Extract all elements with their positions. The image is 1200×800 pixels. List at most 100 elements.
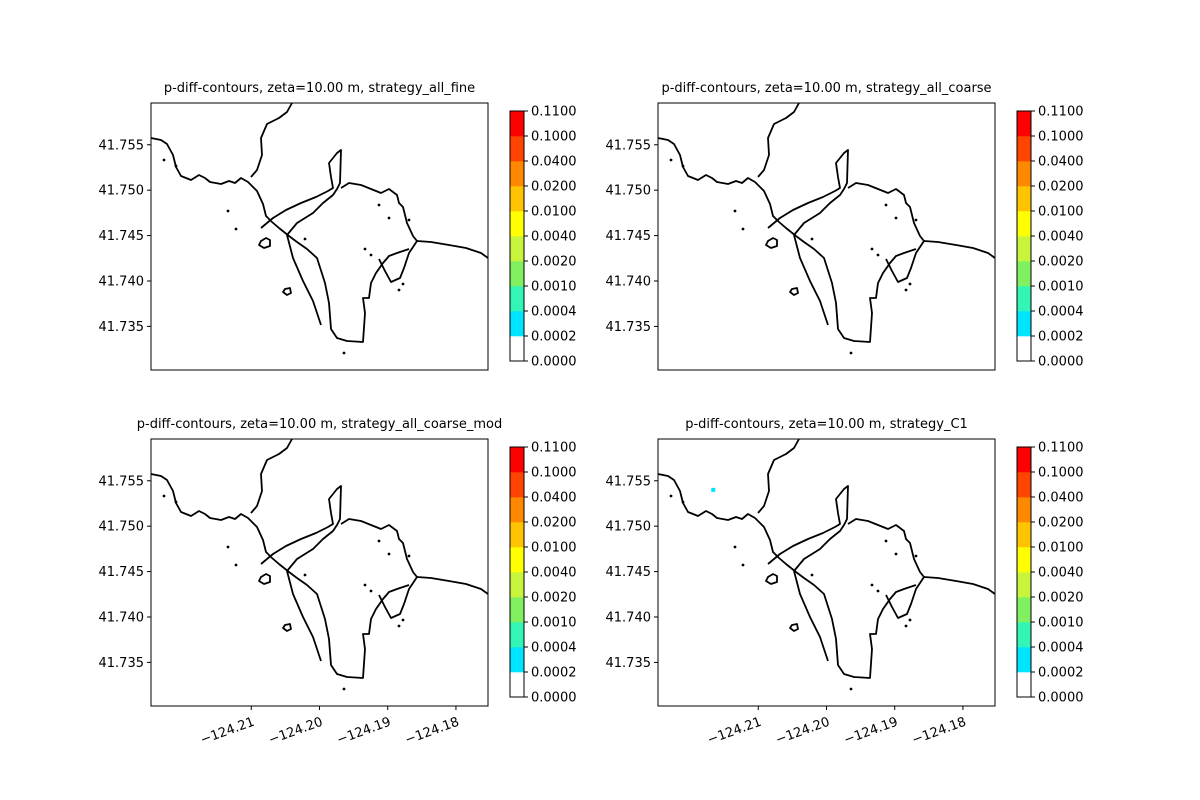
islet-marker	[303, 237, 307, 241]
islet-marker	[162, 158, 166, 162]
y-tick-label: 41.745	[99, 565, 145, 580]
islet-marker	[401, 618, 405, 622]
islet-marker	[876, 253, 880, 257]
colorbar-tick-label: 0.0100	[1038, 205, 1084, 220]
x-tick-label: −124.18	[910, 715, 968, 748]
colorbar-tick-label: 0.0000	[1038, 691, 1084, 706]
islet-marker	[342, 351, 346, 355]
coastline-path	[260, 149, 342, 326]
coastline-path	[923, 576, 996, 595]
islet-marker	[681, 500, 685, 504]
coastline-path	[282, 287, 292, 296]
islet-marker	[369, 253, 373, 257]
colorbar-segment	[510, 161, 524, 187]
islet-marker	[377, 539, 381, 543]
coastline	[150, 438, 489, 691]
islet-marker	[226, 209, 230, 213]
axes-frame	[657, 438, 996, 707]
colorbar-segment	[510, 236, 524, 262]
colorbar-segment	[510, 547, 524, 573]
islet-marker	[904, 624, 908, 628]
x-tick-label: −124.18	[403, 715, 461, 748]
colorbar-tick-label: 0.0000	[531, 355, 577, 370]
islet-marker	[884, 539, 888, 543]
islet-marker	[741, 563, 745, 567]
y-tick-label: 41.740	[99, 275, 145, 290]
coastline-path	[416, 240, 489, 259]
colorbar-tick-label: 0.0200	[531, 180, 577, 195]
colorbar-tick-label: 0.0040	[1038, 230, 1084, 245]
axes-frame	[150, 102, 489, 371]
coastline-path	[847, 182, 925, 283]
islet-marker	[226, 545, 230, 549]
x-tick-label: −124.21	[199, 715, 257, 748]
colorbar-segment	[1017, 211, 1031, 237]
colorbar-segment	[510, 522, 524, 548]
y-tick-label: 41.745	[606, 565, 652, 580]
islet-marker	[397, 624, 401, 628]
coastline	[657, 102, 996, 355]
colorbar-segment	[510, 186, 524, 212]
y-tick-label: 41.750	[99, 520, 145, 535]
islet-marker	[397, 288, 401, 292]
colorbar-segment	[1017, 311, 1031, 337]
coastline-path	[789, 287, 799, 296]
coastline-path	[789, 623, 799, 632]
x-tick-label: −124.19	[335, 715, 393, 748]
y-tick-label: 41.735	[606, 656, 652, 671]
islet-marker	[914, 218, 918, 222]
colorbar-segment	[1017, 497, 1031, 523]
coastline-path	[847, 518, 925, 619]
islet-marker	[387, 216, 391, 220]
colorbar-segment	[1017, 472, 1031, 498]
colorbar-segment	[1017, 286, 1031, 312]
colorbar-tick-label: 0.0002	[1038, 666, 1084, 681]
islet-marker	[849, 351, 853, 355]
islet-marker	[733, 545, 737, 549]
y-tick-label: 41.735	[99, 656, 145, 671]
islet-marker	[894, 216, 898, 220]
colorbar-tick-label: 0.0010	[1038, 616, 1084, 631]
colorbar-tick-label: 0.0100	[531, 541, 577, 556]
colorbar-tick-label: 0.0010	[531, 616, 577, 631]
islet-marker	[908, 618, 912, 622]
colorbar-segment	[1017, 161, 1031, 187]
islet-marker	[904, 288, 908, 292]
islet-marker	[669, 494, 673, 498]
colorbar-segment	[1017, 672, 1031, 698]
colorbar-tick-label: 0.1000	[531, 466, 577, 481]
coastline-path	[923, 240, 996, 259]
islet-marker	[876, 589, 880, 593]
coastline-path	[757, 102, 800, 178]
colorbar-segment	[1017, 597, 1031, 623]
coastline-path	[282, 623, 292, 632]
colorbar-tick-label: 0.0100	[531, 205, 577, 220]
colorbar-tick-label: 0.0002	[531, 330, 577, 345]
colorbar-tick-label: 0.0400	[1038, 155, 1084, 170]
colorbar-tick-label: 0.0000	[1038, 355, 1084, 370]
islet-marker	[303, 573, 307, 577]
x-tick-label: −124.21	[706, 715, 764, 748]
colorbar-segment	[1017, 622, 1031, 648]
coastline-path	[150, 137, 410, 343]
colorbar-segment	[510, 497, 524, 523]
colorbar-segment	[1017, 111, 1031, 137]
y-tick-label: 41.740	[99, 611, 145, 626]
y-tick-label: 41.755	[99, 474, 145, 489]
islet-marker	[870, 247, 874, 251]
chart-title: p-diff-contours, zeta=10.00 m, strategy_…	[685, 417, 968, 432]
y-tick-label: 41.735	[99, 320, 145, 335]
coastline-path	[767, 149, 849, 326]
islet-marker	[810, 237, 814, 241]
colorbar-segment	[510, 597, 524, 623]
coastline-path	[340, 518, 418, 619]
chart-panel: p-diff-contours, zeta=10.00 m, strategy_…	[99, 81, 577, 371]
colorbar-segment	[1017, 236, 1031, 262]
coastline-path	[150, 473, 410, 679]
colorbar-tick-label: 0.0020	[531, 591, 577, 606]
colorbar-tick-label: 0.0000	[531, 691, 577, 706]
coastline-path	[340, 182, 418, 283]
x-tick-label: −124.20	[774, 715, 832, 748]
colorbar-tick-label: 0.0040	[1038, 566, 1084, 581]
islet-marker	[342, 687, 346, 691]
